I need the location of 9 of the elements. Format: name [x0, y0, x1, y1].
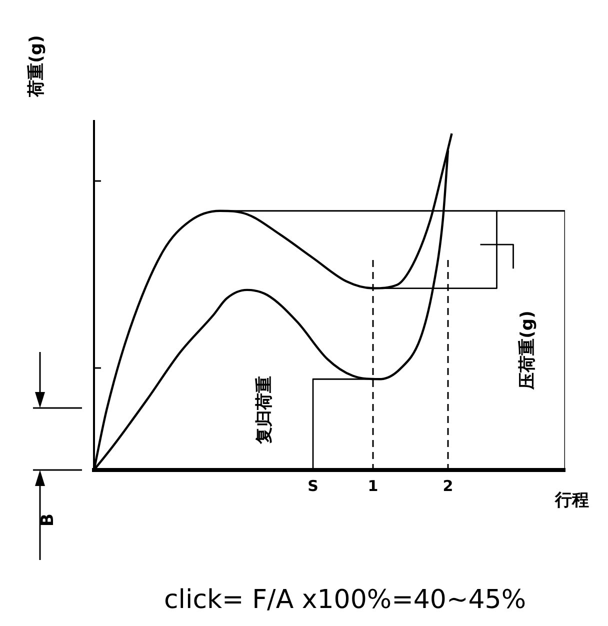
x-tick-label: 1	[368, 476, 378, 495]
y-axis-title: 荷重(g)	[26, 35, 48, 97]
annotation: 压荷重(g)	[516, 310, 538, 390]
x-tick-label: 2	[442, 476, 454, 495]
x-axis-title: 行程	[555, 490, 589, 512]
text: B	[38, 514, 58, 526]
x-tick-label: S	[308, 476, 318, 495]
annotation: 复归荷重	[254, 376, 276, 444]
text: click= F/A x100%=40~45%	[164, 585, 526, 615]
